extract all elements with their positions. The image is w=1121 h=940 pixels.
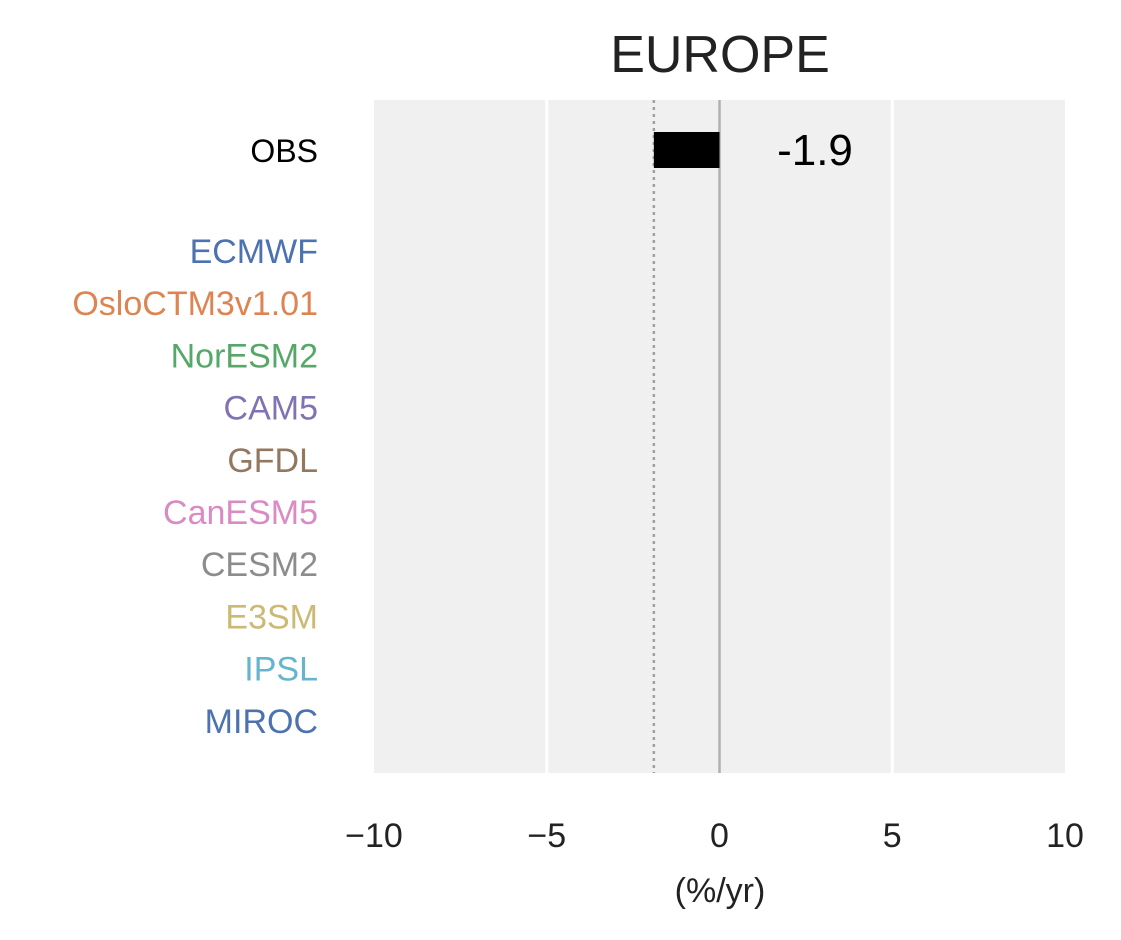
x-tick-label: −5: [527, 817, 566, 855]
bars: [653, 132, 720, 168]
category-label: ECMWF: [190, 233, 318, 271]
category-label: OBS: [250, 133, 318, 169]
x-tick-label: 10: [1046, 817, 1084, 855]
x-axis-label: (%/yr): [675, 872, 766, 910]
value-labels: -1.9: [777, 126, 853, 175]
category-label: GFDL: [227, 442, 318, 480]
category-label: NorESM2: [171, 337, 318, 375]
x-tick-labels: −10 −5 0 5 10: [345, 817, 1084, 855]
chart-title: EUROPE: [610, 26, 830, 84]
category-label: IPSL: [244, 651, 318, 689]
category-label: E3SM: [225, 598, 318, 636]
category-label: OsloCTM3v1.01: [72, 285, 318, 323]
category-label: CAM5: [224, 390, 318, 428]
reference-lines: [652, 100, 721, 773]
value-label: -1.9: [777, 126, 853, 175]
x-tick-label: 0: [710, 817, 729, 855]
x-tick-label: 5: [883, 817, 902, 855]
category-labels: OBS ECMWF OsloCTM3v1.01 NorESM2 CAM5 GFDL CanE…: [72, 133, 318, 741]
category-label: MIROC: [205, 703, 318, 741]
x-tick-label: −10: [345, 817, 403, 855]
category-label: CanESM5: [163, 494, 318, 532]
category-label: CESM2: [201, 546, 318, 584]
gridlines: [545, 100, 894, 773]
bar-obs: [653, 132, 720, 168]
